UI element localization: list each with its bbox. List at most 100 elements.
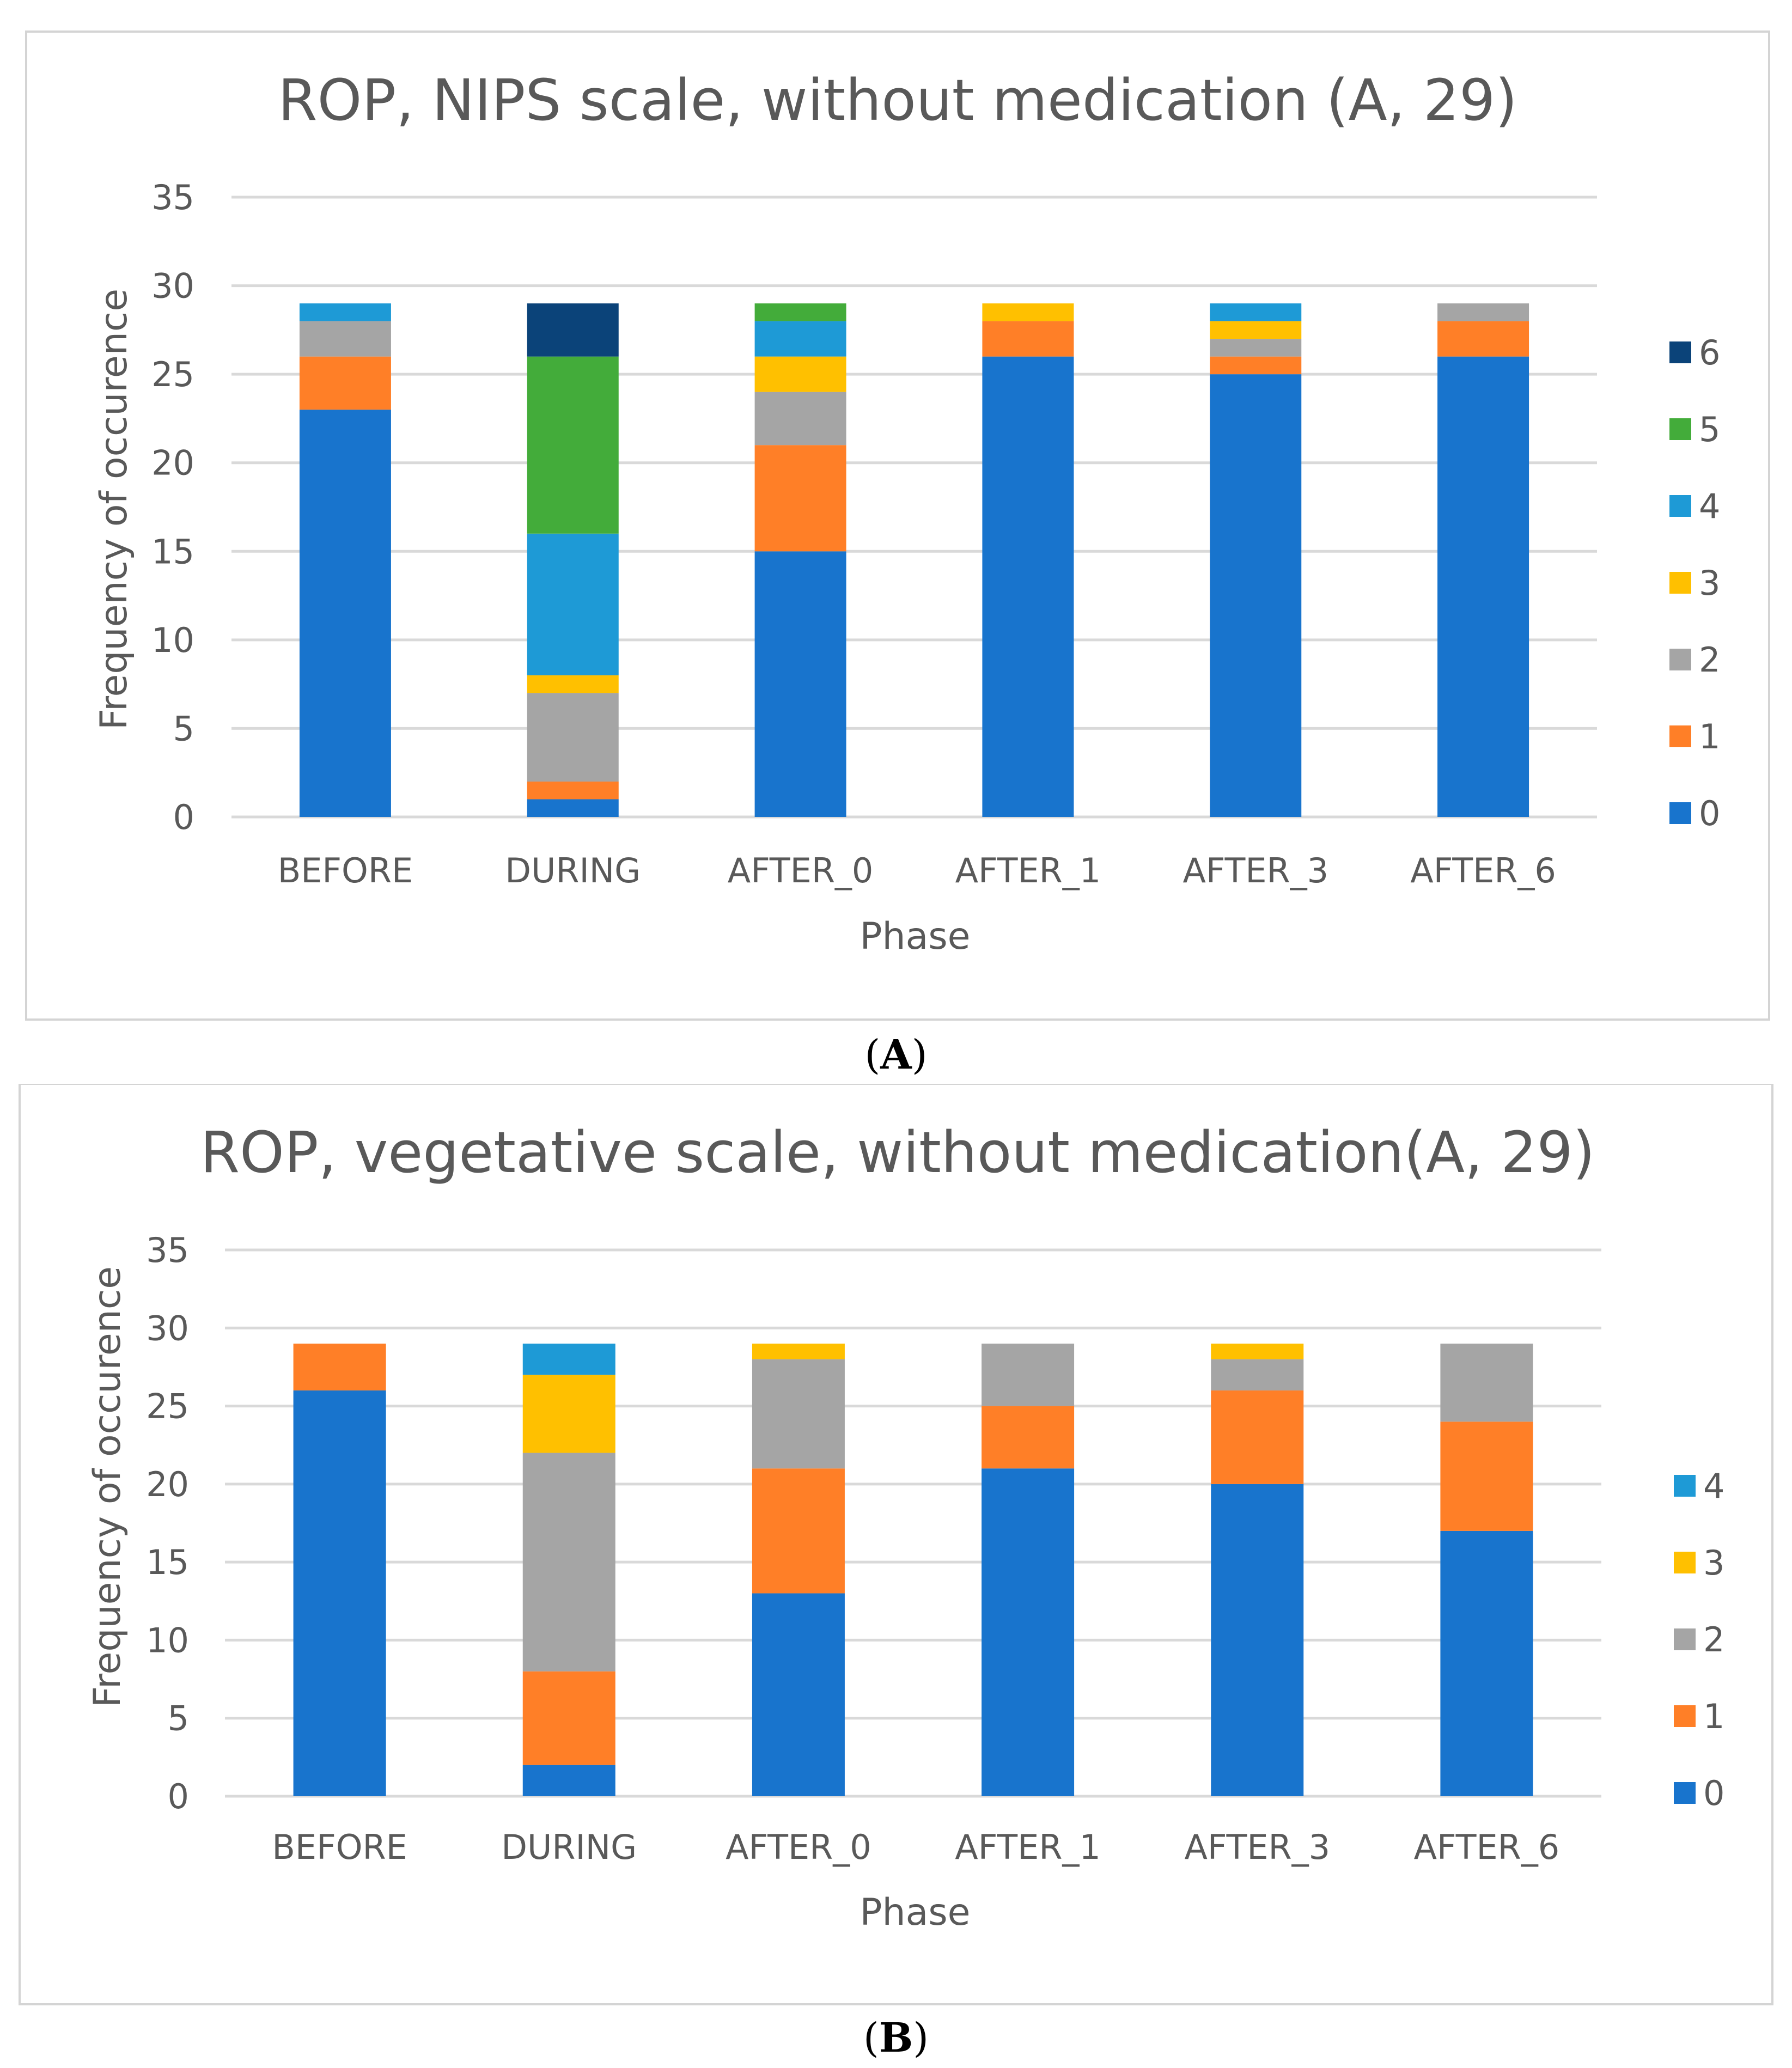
legend-swatch-b-1 (1674, 1705, 1696, 1727)
bar-b-before-score-1 (293, 1343, 386, 1390)
caption-b: (B) (863, 2015, 929, 2061)
bar-b-after-3-score-3 (1211, 1343, 1304, 1359)
x-axis-title-b: Phase (860, 1891, 970, 1934)
legend-swatch-a-0 (1669, 802, 1691, 824)
y-tick-label-a-10: 10 (151, 620, 194, 660)
bar-b-after-0-score-2 (752, 1359, 845, 1469)
x-tick-label-b-after-0: AFTER_0 (726, 1827, 871, 1867)
y-tick-label-b-20: 20 (146, 1465, 189, 1504)
y-tick-labels-a: 0 5 10 15 20 25 30 35 (151, 178, 194, 837)
caption-a: (A) (864, 1032, 927, 1078)
legend-swatch-a-3 (1669, 572, 1691, 594)
y-tick-label-a-5: 5 (173, 709, 194, 748)
caption-open-b: ( (863, 2015, 879, 2061)
legend-label-a-3: 3 (1699, 563, 1720, 603)
x-tick-label-b-after-6: AFTER_6 (1414, 1827, 1560, 1867)
legend-swatch-a-2 (1669, 649, 1691, 670)
caption-open-a: ( (864, 1032, 880, 1078)
bar-b-during-score-1 (522, 1671, 615, 1765)
y-tick-label-b-35: 35 (146, 1230, 189, 1270)
y-tick-label-b-15: 15 (146, 1542, 189, 1582)
bar-a-after-6-score-2 (1437, 303, 1529, 321)
x-tick-label-b-after-3: AFTER_3 (1184, 1827, 1330, 1867)
x-tick-labels-a: BEFORE DURING AFTER_0 AFTER_1 AFTER_3 AFTER_6 (278, 851, 1556, 890)
bar-a-after-3-score-4 (1210, 303, 1302, 321)
bar-b-during-score-3 (522, 1375, 615, 1453)
bar-b-after-3-score-0 (1211, 1484, 1304, 1796)
legend-label-b-2: 2 (1703, 1620, 1724, 1660)
legend-label-b-0: 0 (1703, 1773, 1724, 1813)
legend-a: 0 1 2 3 4 5 6 (1669, 333, 1720, 833)
legend-swatch-a-1 (1669, 725, 1691, 747)
x-tick-label-a-after-6: AFTER_6 (1410, 851, 1556, 890)
legend-swatch-b-3 (1674, 1552, 1696, 1573)
panel-b: ROP, vegetative scale, without medicatio… (0, 1084, 1792, 2068)
bar-a-after-0-score-0 (754, 551, 846, 817)
bar-a-during-score-3 (527, 675, 619, 693)
bar-b-after-1-score-2 (982, 1343, 1075, 1406)
x-tick-label-a-during: DURING (505, 851, 641, 890)
x-tick-label-a-before: BEFORE (278, 851, 413, 890)
x-tick-labels-b: BEFORE DURING AFTER_0 AFTER_1 AFTER_3 AFTER_6 (272, 1827, 1559, 1867)
bar-a-after-1-score-1 (982, 321, 1074, 357)
legend-swatch-b-4 (1674, 1475, 1696, 1497)
caption-close-a: ) (912, 1032, 928, 1078)
bar-b-after-6-score-2 (1440, 1343, 1533, 1422)
x-tick-label-b-during: DURING (501, 1827, 637, 1867)
legend-swatch-b-0 (1674, 1782, 1696, 1804)
y-tick-label-b-0: 0 (168, 1777, 189, 1816)
bar-a-after-6-score-1 (1437, 321, 1529, 357)
bar-a-after-3-score-1 (1210, 356, 1302, 375)
y-axis-title-a: Frequency of occurence (93, 289, 136, 730)
legend-label-a-0: 0 (1699, 794, 1720, 833)
legend-b: 0 1 2 3 4 (1674, 1466, 1724, 1813)
bar-a-after-3-score-0 (1210, 374, 1302, 817)
bar-a-before-score-1 (299, 356, 391, 410)
x-tick-label-b-before: BEFORE (272, 1827, 407, 1867)
bar-a-after-0-score-2 (754, 392, 846, 446)
legend-label-a-4: 4 (1699, 486, 1720, 526)
bar-b-after-6-score-0 (1440, 1530, 1533, 1796)
chart-title-a: ROP, NIPS scale, without medication (A, … (278, 67, 1517, 133)
y-tick-label-a-15: 15 (151, 532, 194, 571)
bar-b-after-0-score-1 (752, 1468, 845, 1594)
bar-a-during-score-0 (527, 799, 619, 817)
bar-a-during-score-6 (527, 303, 619, 357)
x-tick-label-a-after-0: AFTER_0 (728, 851, 874, 890)
bar-b-after-3-score-1 (1211, 1390, 1304, 1484)
legend-label-a-1: 1 (1699, 717, 1720, 757)
y-tick-label-a-20: 20 (151, 443, 194, 483)
caption-close-b: ) (913, 2015, 929, 2061)
bar-b-during-score-2 (522, 1453, 615, 1672)
y-tick-label-a-35: 35 (151, 178, 194, 217)
bar-b-after-1-score-0 (982, 1468, 1075, 1796)
caption-letter-b: B (879, 2015, 913, 2061)
x-axis-title-a: Phase (860, 915, 970, 958)
bars-a (299, 303, 1529, 817)
y-tick-label-b-30: 30 (146, 1308, 189, 1348)
gridlines-a (231, 196, 1597, 819)
x-tick-label-a-after-1: AFTER_1 (955, 851, 1101, 890)
legend-label-a-5: 5 (1699, 410, 1720, 449)
bar-a-after-6-score-0 (1437, 356, 1529, 817)
bar-a-after-3-score-3 (1210, 321, 1302, 339)
bar-a-after-0-score-4 (754, 321, 846, 357)
bar-b-during-score-0 (522, 1765, 615, 1796)
bar-b-after-6-score-1 (1440, 1422, 1533, 1531)
bar-a-after-3-score-2 (1210, 339, 1302, 357)
bar-a-after-1-score-3 (982, 303, 1074, 321)
legend-label-b-1: 1 (1703, 1697, 1724, 1736)
bar-b-after-0-score-3 (752, 1343, 845, 1359)
legend-label-a-6: 6 (1699, 333, 1720, 373)
chart-title-b: ROP, vegetative scale, without medicatio… (200, 1119, 1595, 1186)
legend-swatch-b-2 (1674, 1628, 1696, 1650)
bar-a-after-0-score-3 (754, 356, 846, 392)
bar-a-before-score-4 (299, 303, 391, 321)
bar-a-after-1-score-0 (982, 356, 1074, 817)
legend-swatch-a-4 (1669, 495, 1691, 517)
bar-b-before-score-0 (293, 1390, 386, 1796)
x-tick-label-b-after-1: AFTER_1 (955, 1827, 1101, 1867)
y-tick-label-b-10: 10 (146, 1620, 189, 1660)
legend-label-b-3: 3 (1703, 1543, 1724, 1583)
bar-b-after-0-score-0 (752, 1593, 845, 1796)
